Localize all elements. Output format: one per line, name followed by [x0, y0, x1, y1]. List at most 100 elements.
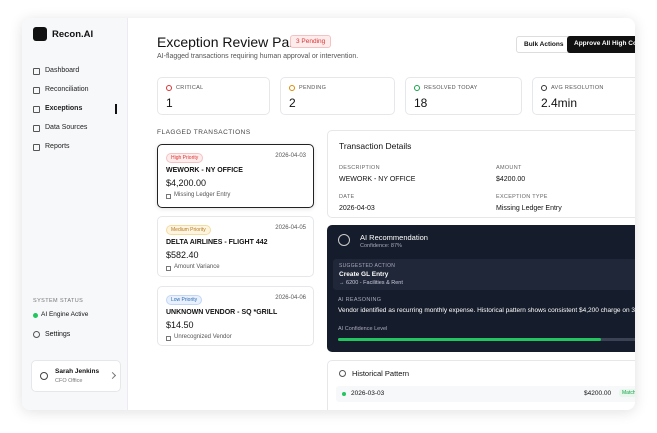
nav-icon — [33, 68, 40, 75]
stat-value: 2 — [289, 96, 296, 110]
details-title: Transaction Details — [339, 141, 412, 151]
app-window: Recon.AI Dashboard Reconciliation Exception… — [22, 18, 635, 410]
priority-badge: Low Priority — [166, 295, 203, 305]
active-indicator — [115, 104, 117, 114]
transaction-card[interactable]: Medium Priority 2026-04-05 DELTA AIRLINES … — [157, 216, 314, 277]
stat-icon — [414, 85, 420, 91]
stat-card: RESOLVED TODAY 18 — [405, 77, 522, 115]
field-label: AMOUNT — [496, 165, 522, 171]
stat-value: 2.4min — [541, 96, 578, 110]
confidence-track — [338, 338, 635, 341]
transaction-name: DELTA AIRLINES - FLIGHT 442 — [166, 239, 268, 246]
transaction-date: 2026-04-06 — [275, 295, 306, 301]
field-label: EXCEPTION TYPE — [496, 194, 548, 200]
ai-title: AI Recommendation — [360, 233, 428, 242]
row-amount: $4200.00 — [584, 390, 612, 397]
sidebar: Recon.AI Dashboard Reconciliation Exception… — [22, 18, 128, 410]
stat-label: AVG RESOLUTION — [551, 85, 604, 91]
status-text: AI Engine Active — [41, 311, 89, 318]
stat-icon — [289, 85, 295, 91]
brand: Recon.AI — [52, 29, 94, 40]
transaction-name: UNKNOWN VENDOR - SQ *GRILL — [166, 309, 278, 316]
stat-label: CRITICAL — [176, 85, 204, 91]
suggested-box: SUGGESTED ACTION Create GL Entry → 6200 - … — [333, 259, 635, 290]
transaction-date: 2026-04-03 — [275, 153, 306, 159]
transaction-card[interactable]: High Priority 2026-04-03 WEWORK - NY OFFIC… — [157, 144, 314, 208]
nav-item[interactable]: Data Sources — [28, 121, 122, 136]
stat-value: 18 — [414, 96, 428, 110]
stat-card: CRITICAL 1 — [157, 77, 270, 115]
nav-icon — [33, 106, 40, 113]
priority-badge: Medium Priority — [166, 225, 211, 235]
field-label: DATE — [339, 194, 355, 200]
transaction-name: WEWORK - NY OFFICE — [166, 167, 243, 174]
nav-label: Exceptions — [45, 105, 83, 112]
transaction-amount: $14.50 — [166, 320, 194, 330]
page-subtitle: AI-flagged transactions requiring human … — [157, 53, 359, 60]
transaction-reason: Amount Variance — [174, 264, 220, 270]
row-dot — [342, 392, 346, 396]
nav-item[interactable]: Reconciliation — [28, 83, 122, 98]
nav-icon — [33, 87, 40, 94]
confidence-heading: AI Confidence Level — [338, 326, 388, 332]
user-name: Sarah Jenkins — [55, 368, 100, 375]
stat-label: RESOLVED TODAY — [424, 85, 478, 91]
nav-item[interactable]: Reports — [28, 140, 122, 155]
reasoning-heading: AI REASONING — [338, 297, 382, 303]
suggested-heading: SUGGESTED ACTION — [339, 263, 396, 269]
history-title: Historical Pattern — [352, 369, 410, 378]
transaction-card[interactable]: Low Priority 2026-04-06 UNKNOWN VENDOR - S… — [157, 286, 314, 346]
priority-badge: High Priority — [166, 153, 204, 163]
ai-icon — [338, 234, 350, 246]
suggested-account: → 6200 - Facilities & Rent — [339, 280, 403, 286]
avatar-icon — [40, 372, 48, 380]
ai-panel: AI Recommendation Confidence: 87% SUGGESTE… — [327, 225, 635, 352]
stat-icon — [166, 85, 172, 91]
row-status: Match — [619, 389, 635, 397]
field-value: WEWORK - NY OFFICE — [339, 176, 416, 183]
field-value: Missing Ledger Entry — [496, 205, 562, 212]
nav-item[interactable]: Exceptions — [28, 102, 122, 117]
settings-icon — [33, 331, 40, 338]
status-dot — [33, 313, 38, 318]
list-heading: FLAGGED TRANSACTIONS — [157, 129, 251, 136]
user-card[interactable]: Sarah Jenkins CFO Office — [31, 360, 121, 392]
nav-label: Reconciliation — [45, 86, 89, 93]
nav-item[interactable]: Dashboard — [28, 64, 122, 79]
reason-icon — [166, 336, 171, 341]
nav-icon — [33, 144, 40, 151]
nav-label: Dashboard — [45, 67, 80, 74]
settings-label: Settings — [45, 331, 71, 338]
chevron — [108, 371, 117, 380]
bulk-button[interactable]: Bulk Actions — [516, 36, 572, 53]
nav-label: Reports — [45, 143, 70, 150]
field-value: 2026-04-03 — [339, 205, 375, 212]
ai-confidence: Confidence: 87% — [360, 243, 402, 249]
status-heading: SYSTEM STATUS — [33, 298, 84, 304]
transaction-reason: Missing Ledger Entry — [174, 192, 231, 198]
settings[interactable]: Settings — [28, 328, 122, 342]
suggested-action: Create GL Entry — [339, 271, 389, 278]
confidence-bar — [338, 338, 601, 341]
approve-button[interactable]: Approve All High Confi — [567, 36, 635, 53]
row-date: 2026-03-03 — [351, 390, 385, 397]
logo-icon — [33, 27, 47, 41]
stat-card: PENDING 2 — [280, 77, 395, 115]
details-panel: Transaction Details DESCRIPTION WEWORK - N… — [327, 130, 635, 218]
nav-icon — [33, 125, 40, 132]
reason-icon — [166, 194, 171, 199]
stat-value: 1 — [166, 96, 173, 110]
transaction-date: 2026-04-05 — [275, 225, 306, 231]
field-label: DESCRIPTION — [339, 165, 380, 171]
page-title: Exception Review Panel — [157, 34, 308, 50]
field-value: $4200.00 — [496, 176, 526, 183]
history-panel: Historical Pattern 2026-03-03 $4200.00 Matc… — [327, 360, 635, 410]
pending-badge: 3 Pending — [290, 35, 332, 48]
stat-label: PENDING — [299, 85, 327, 91]
history-row: 2026-03-03 $4200.00 Match — [336, 386, 635, 402]
nav-label: Data Sources — [45, 124, 88, 131]
transaction-amount: $4,200.00 — [166, 178, 207, 188]
reason-icon — [166, 266, 171, 271]
stat-card: AVG RESOLUTION 2.4min — [532, 77, 635, 115]
